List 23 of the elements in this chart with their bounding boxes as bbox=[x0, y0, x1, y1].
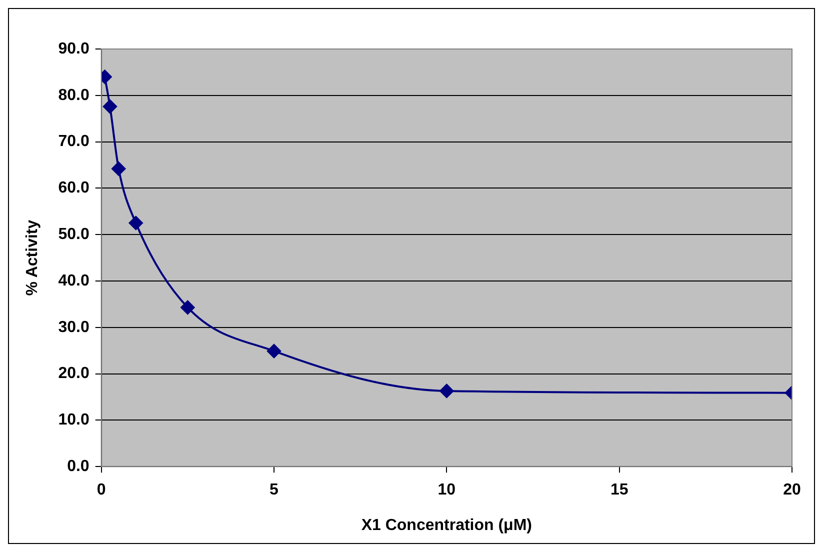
y-tick-label: 0.0 bbox=[67, 458, 90, 476]
y-tick-label: 60.0 bbox=[58, 180, 90, 197]
y-tick-label: 90.0 bbox=[58, 40, 90, 58]
point bbox=[440, 384, 454, 398]
x-axis-title: X1 Concentration (μM) bbox=[361, 516, 532, 534]
x-tick-label: 20 bbox=[783, 482, 801, 499]
y-tick-label: 10.0 bbox=[58, 412, 90, 429]
point bbox=[102, 100, 117, 114]
point bbox=[267, 344, 282, 358]
y-axis-title: % Activity bbox=[24, 220, 42, 296]
point bbox=[180, 300, 195, 314]
point bbox=[112, 162, 126, 176]
x-tick-label: 0 bbox=[96, 482, 106, 499]
x-tick-label: 10 bbox=[438, 482, 456, 499]
y-tick-label: 80.0 bbox=[58, 86, 90, 104]
point bbox=[128, 216, 143, 230]
x-tick-label: 15 bbox=[610, 482, 628, 499]
y-tick-label: 50.0 bbox=[58, 226, 90, 244]
y-tick-label: 70.0 bbox=[58, 133, 90, 150]
y-tick-label: 40.0 bbox=[58, 272, 90, 290]
x-tick-label: 5 bbox=[270, 482, 279, 499]
y-tick-label: 20.0 bbox=[58, 365, 90, 382]
y-tick-label: 30.0 bbox=[58, 318, 90, 336]
